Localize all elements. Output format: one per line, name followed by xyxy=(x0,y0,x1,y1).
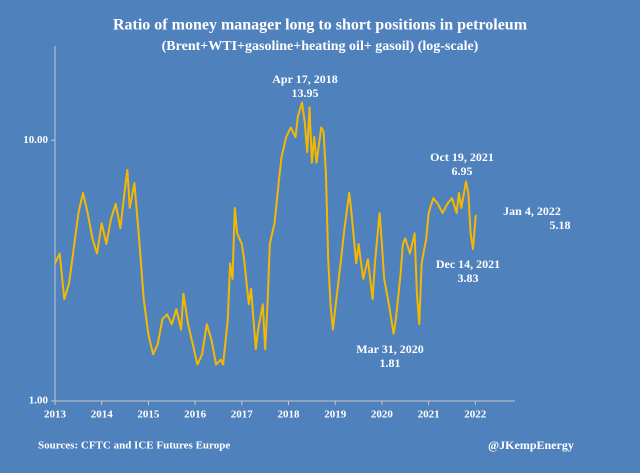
annotation-value: 6.95 xyxy=(452,164,473,178)
annotation-date: Apr 17, 2018 xyxy=(272,72,337,86)
series-line xyxy=(54,101,477,366)
x-tick-label: 2019 xyxy=(324,409,347,421)
x-tick-label: 2021 xyxy=(418,409,440,421)
y-tick-label: 1.00 xyxy=(29,395,49,407)
credit: @JKempEnergy xyxy=(488,438,574,452)
annotation-value: 5.18 xyxy=(550,218,571,232)
x-tick-label: 2017 xyxy=(231,409,254,421)
x-tick-label: 2015 xyxy=(137,409,160,421)
x-tick-label: 2016 xyxy=(184,409,207,421)
x-tick-label: 2020 xyxy=(371,409,394,421)
x-tick-label: 2013 xyxy=(44,409,67,421)
annotation-date: Dec 14, 2021 xyxy=(436,257,500,271)
annotation-date: Jan 4, 2022 xyxy=(503,204,561,218)
y-tick-label: 10.00 xyxy=(23,134,48,146)
annotation-date: Mar 31, 2020 xyxy=(356,342,423,356)
x-tick-label: 2014 xyxy=(91,409,114,421)
x-tick-label: 2018 xyxy=(278,409,301,421)
source: Sources: CFTC and ICE Futures Europe xyxy=(38,440,230,452)
annotation-value: 1.81 xyxy=(380,356,401,370)
annotation-value: 3.83 xyxy=(458,271,479,285)
annotation-value: 13.95 xyxy=(292,86,319,100)
x-tick-label: 2022 xyxy=(464,409,487,421)
chart-title: Ratio of money manager long to short pos… xyxy=(113,17,528,34)
annotation-date: Oct 19, 2021 xyxy=(430,150,494,164)
chart-subtitle: (Brent+WTI+gasoline+heating oil+ gasoil)… xyxy=(162,39,479,54)
